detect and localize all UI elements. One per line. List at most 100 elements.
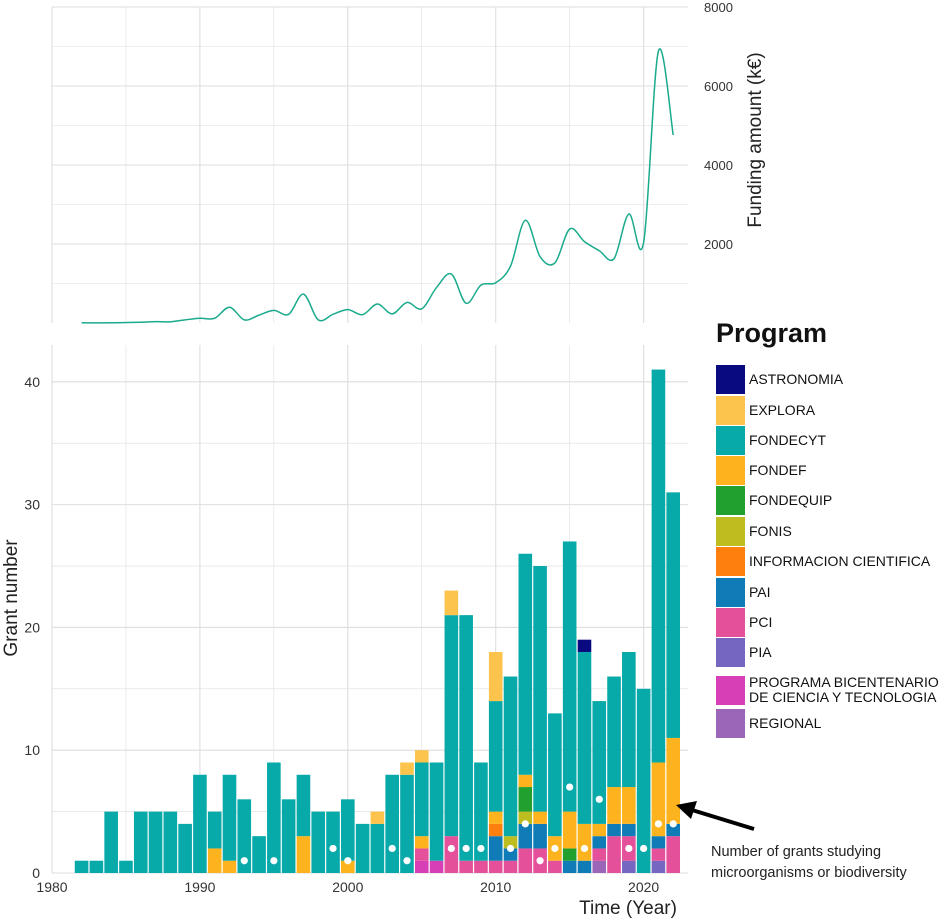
grant-number-axis-label: Grant number [1,539,22,657]
bar-segment [518,774,533,788]
bar-segment [222,774,237,861]
bar-segment [459,615,473,861]
bar-segment [518,823,533,849]
legend-item: PIA [716,638,772,667]
bar-segment [326,811,340,873]
bar-segment [414,836,429,849]
bar-segment [74,860,89,873]
bar-segment [488,836,503,861]
bar-segment [370,823,385,873]
bar-segment [607,676,621,788]
bar-segment [311,811,326,873]
microorganism-dot [640,844,648,853]
time-axis-label: Time (Year) [579,898,677,919]
bar-segment [89,860,104,873]
bar-segment [400,762,414,775]
x-tick-label: 2000 [332,879,363,895]
legend-label: INFORMACION CIENTIFICA [749,553,931,569]
bar-segment [651,369,666,763]
bar-segment [518,811,533,824]
bar-segment [207,811,222,849]
microorganism-dot [625,844,633,853]
bar-segment [533,566,547,812]
legend-label: FONIS [749,523,792,539]
bar-segment [119,860,133,873]
top-panel-y-axis: 2000 4000 6000 8000 [704,0,733,252]
bar-segment [518,787,533,812]
microorganism-dot [595,795,603,803]
legend-swatch [716,456,745,485]
bar-segment [104,811,118,873]
bar-segment [429,762,444,861]
bar-segment [474,762,488,861]
bar-segment [341,799,355,861]
bar-segment [562,860,577,873]
bar-segment [577,651,592,824]
legend-label: PCI [749,614,773,630]
y-tick-label: 20 [24,619,40,635]
bar-segment [414,848,429,861]
y-tick-label: 10 [24,742,40,758]
top-panel-grid [51,6,688,323]
microorganism-dot [669,820,677,828]
funding-line [81,48,674,324]
bar-segment [592,823,607,837]
bar-segment [592,836,607,849]
bar-segment [237,799,252,873]
bar-segment [474,860,488,873]
bar-segment [267,762,281,873]
bar-segment [651,836,666,849]
bar-segment [636,688,651,873]
bar-segment [592,701,607,824]
bar-segment [488,823,503,837]
microorganism-dot [270,857,278,865]
bar-segment [607,823,621,837]
legend-label: ASTRONOMIA [749,371,844,387]
bar-segment [133,811,148,873]
microorganism-dot [580,844,589,853]
microorganism-dot [477,844,485,853]
legend-item: INFORMACION CIENTIFICA [716,547,930,576]
annotation-arrow [676,801,755,831]
bottom-panel-axes: 0 10 20 30 40 1980 1990 2000 2010 2020 [24,374,659,895]
y-tick-label: 40 [24,374,40,390]
bar-segment [577,860,592,873]
legend-swatch [716,578,745,607]
funding-series-line [81,48,674,324]
bar-segment [503,860,518,873]
legend-swatch [716,426,745,455]
bar-segment [163,811,178,873]
bar-segment [622,651,636,788]
bar-segment [414,762,429,837]
legend-swatch [716,486,745,515]
bar-segment [488,811,503,824]
bar-segment [444,590,459,616]
legend-swatch [716,638,745,667]
annotation-text: Number of grants studying microorganisms… [711,844,907,881]
bar-segment [355,823,370,873]
legend-swatch [716,608,745,637]
legend-label: PAI [749,584,771,600]
bar-segment [385,774,399,873]
microorganism-dot [536,857,544,865]
bar-segment [444,836,459,873]
legend-swatch [716,396,745,425]
microorganism-dot [551,844,559,853]
legend-item: FONDEQUIP [716,486,832,515]
funding-axis-label: Funding amount (k€) [745,52,766,227]
bar-segment [296,774,311,837]
bar-segment [622,860,636,873]
bar-segment [488,701,503,812]
bar-segment [252,836,266,873]
bar-segment [518,553,533,775]
microorganism-dot [521,820,529,828]
legend-label: FONDEF [749,462,807,478]
x-tick-label: 2020 [628,879,659,895]
bar-segment [651,860,666,873]
x-tick-label: 1990 [184,879,215,895]
bar-segment [503,836,518,849]
bar-segment [666,492,681,738]
legend-label: FONDECYT [749,432,826,448]
bar-segment [178,823,192,873]
